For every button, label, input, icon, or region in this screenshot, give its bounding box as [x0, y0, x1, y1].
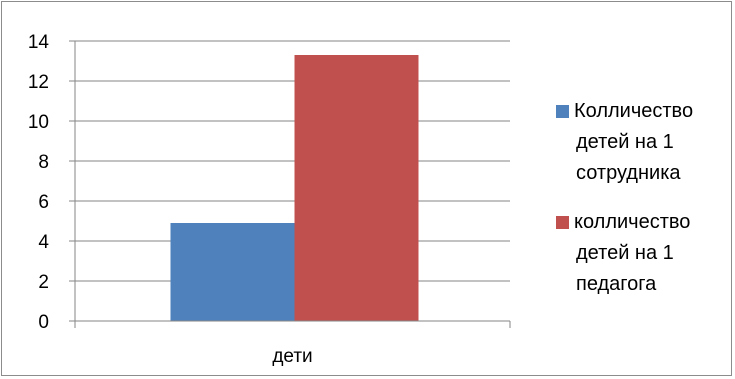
legend-label: колличество детей на 1 педагога — [574, 211, 690, 295]
y-tick-label: 2 — [38, 272, 49, 293]
gridlines — [75, 40, 510, 282]
y-tick-label: 10 — [28, 112, 49, 133]
y-tick-label: 12 — [28, 72, 49, 93]
y-tick-label: 6 — [38, 192, 49, 213]
y-axis-ticks: 0 2 4 6 8 10 12 14 — [28, 32, 75, 333]
y-tick-label: 0 — [38, 312, 49, 333]
bars — [170, 55, 419, 321]
legend-swatch — [556, 105, 569, 118]
y-tick-label: 4 — [38, 232, 49, 253]
axes — [74, 41, 511, 328]
legend-label: Колличество детей на 1 сотрудника — [574, 100, 693, 184]
y-tick-label: 14 — [28, 32, 50, 53]
legend-swatch — [556, 216, 569, 229]
bar-teacher — [294, 55, 419, 321]
legend: Колличество детей на 1 сотрудника колличест… — [556, 100, 693, 295]
x-category-label: дети — [272, 346, 312, 367]
x-axis-labels: дети — [272, 346, 312, 367]
y-tick-label: 8 — [38, 152, 49, 173]
bar-staff — [170, 223, 295, 321]
